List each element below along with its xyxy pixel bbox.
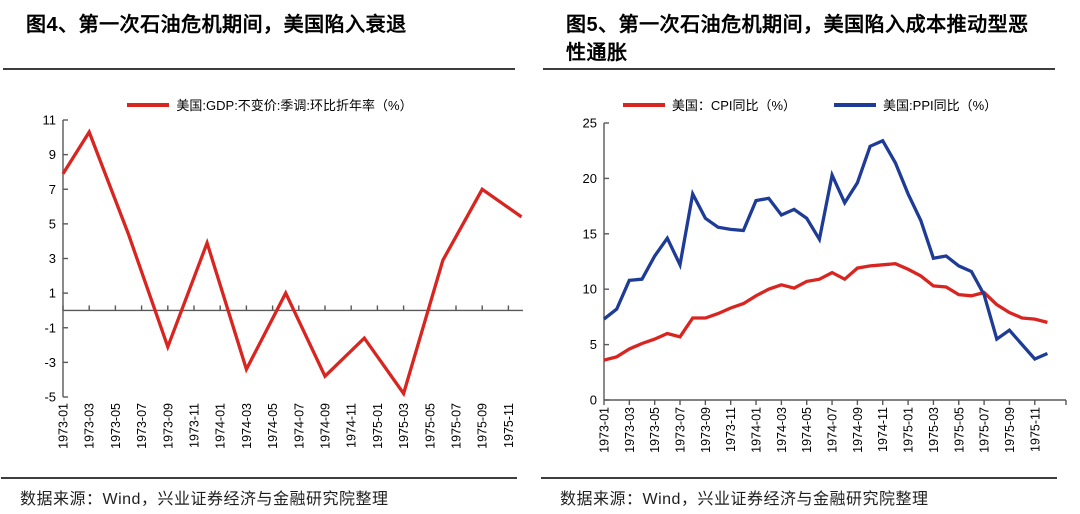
svg-text:1975-05: 1975-05 [423,403,437,449]
svg-text:1973-03: 1973-03 [623,407,637,453]
svg-text:1974-09: 1974-09 [319,403,333,449]
svg-text:1973-01: 1973-01 [598,407,612,453]
svg-text:-5: -5 [44,390,56,405]
figure4-panel: 图4、第一次石油危机期间，美国陷入衰退 美国:GDP:不变价:季调:环比折年率（… [0,14,540,508]
svg-text:1973-01: 1973-01 [57,403,71,449]
svg-text:1975-09: 1975-09 [476,403,490,449]
svg-text:1973-05: 1973-05 [109,403,123,449]
figure4-title: 图4、第一次石油危机期间，美国陷入衰退 [26,14,407,36]
svg-text:1975-07: 1975-07 [978,407,992,453]
svg-text:1973-07: 1973-07 [135,403,149,449]
legend-item-cpi: 美国：CPI同比（%） [622,95,797,114]
svg-text:1973-07: 1973-07 [674,407,688,453]
svg-text:20: 20 [583,171,597,186]
svg-text:1973-11: 1973-11 [188,403,202,448]
svg-text:1974-05: 1974-05 [266,403,280,449]
svg-text:1975-03: 1975-03 [927,407,941,453]
svg-text:1974-03: 1974-03 [240,403,254,449]
svg-text:7: 7 [49,182,56,197]
svg-text:1: 1 [49,286,56,301]
svg-text:1974-07: 1974-07 [292,403,306,449]
svg-text:15: 15 [583,226,597,241]
svg-text:1975-05: 1975-05 [952,407,966,453]
svg-text:1975-03: 1975-03 [397,403,411,449]
svg-text:1975-01: 1975-01 [371,403,385,449]
figure5-title: 图5、第一次石油危机期间，美国陷入成本推动型恶性通胀 [566,14,1029,64]
svg-text:5: 5 [590,337,597,352]
svg-text:1975-11: 1975-11 [502,403,516,448]
figure4-source-note: 数据来源：Wind，兴业证券经济与金融研究院整理 [20,491,389,508]
ppi-legend-label: 美国:PPI同比（%） [883,98,998,113]
svg-text:1975-07: 1975-07 [450,403,464,449]
figure5-source-note: 数据来源：Wind，兴业证券经济与金融研究院整理 [560,491,929,508]
figure4-title-divider [3,68,515,70]
svg-text:25: 25 [583,116,597,131]
svg-text:1973-09: 1973-09 [699,407,713,453]
figure5-legend: 美国：CPI同比（%） 美国:PPI同比（%） [540,95,1080,114]
svg-text:1973-09: 1973-09 [161,403,175,449]
figure4-legend: 美国:GDP:不变价:季调:环比折年率（%） [0,95,540,114]
svg-text:1974-09: 1974-09 [851,407,865,453]
cpi-line-swatch [622,102,665,107]
svg-text:3: 3 [49,251,56,266]
svg-text:1973-05: 1973-05 [648,407,662,453]
svg-text:1975-01: 1975-01 [902,407,916,453]
svg-text:10: 10 [583,282,597,297]
legend-item-gdp: 美国:GDP:不变价:季调:环比折年率（%） [127,95,413,114]
svg-text:11: 11 [43,113,57,128]
svg-text:1974-11: 1974-11 [876,407,890,452]
svg-text:1974-03: 1974-03 [775,407,789,453]
figure5-panel: 图5、第一次石油危机期间，美国陷入成本推动型恶性通胀 美国：CPI同比（%） 美… [540,0,1080,514]
gdp-legend-label: 美国:GDP:不变价:季调:环比折年率（%） [176,98,413,113]
svg-text:5: 5 [49,216,56,231]
gdp-line-swatch [127,102,170,107]
svg-text:1974-01: 1974-01 [750,407,764,453]
svg-text:1974-07: 1974-07 [826,407,840,453]
figure5-source-divider [541,477,1057,479]
svg-text:1973-03: 1973-03 [83,403,97,449]
svg-text:1974-01: 1974-01 [214,403,228,449]
svg-text:9: 9 [49,147,56,162]
svg-text:-1: -1 [44,320,56,335]
svg-text:1974-11: 1974-11 [345,403,359,448]
legend-item-ppi: 美国:PPI同比（%） [834,95,997,114]
figure5-title-divider [543,68,1055,70]
svg-text:1975-09: 1975-09 [1003,407,1017,453]
svg-text:-3: -3 [44,355,56,370]
figure4-source-divider [1,477,517,479]
svg-text:1975-11: 1975-11 [1028,407,1042,452]
svg-text:1973-11: 1973-11 [724,407,738,452]
svg-text:1974-05: 1974-05 [800,407,814,453]
cpi-legend-label: 美国：CPI同比（%） [671,98,797,113]
ppi-line-swatch [834,102,877,107]
svg-text:0: 0 [590,393,597,408]
